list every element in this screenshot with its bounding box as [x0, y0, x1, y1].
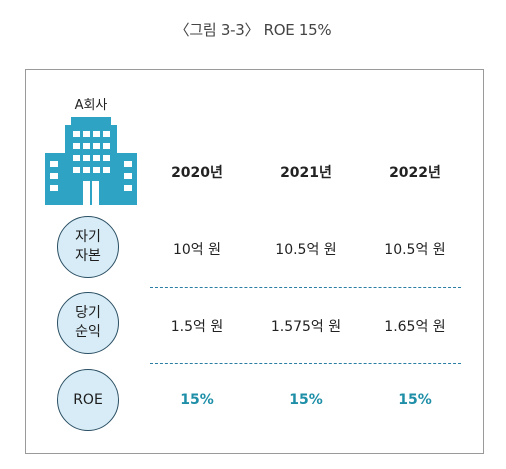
equity-2021: 10.5억 원	[275, 242, 337, 258]
roe-2020: 15%	[180, 392, 214, 408]
year-header-2022: 2022년	[389, 165, 441, 181]
row-label-equity: 자기 자본	[57, 216, 119, 278]
equity-2022: 10.5억 원	[384, 242, 446, 258]
equity-2020: 10억 원	[172, 242, 222, 258]
row-label-net-income: 당기 순익	[57, 292, 119, 354]
roe-2021: 15%	[289, 392, 323, 408]
company-label: A회사	[74, 98, 108, 113]
roe-2022: 15%	[398, 392, 432, 408]
net-income-2021: 1.575억 원	[270, 319, 342, 335]
row-label-line: 자기	[75, 229, 101, 245]
row-divider	[150, 287, 461, 288]
row-label-line: 순익	[75, 324, 101, 340]
year-header-2020: 2020년	[171, 165, 223, 181]
row-label-line: ROE	[73, 391, 103, 408]
roe-table-frame: A회사 2020년 2021년 2022년 자기	[25, 69, 484, 454]
row-label-line: 당기	[75, 305, 101, 321]
figure-title: 〈그림 3-3〉 ROE 15%	[174, 21, 332, 39]
row-label-line: 자본	[75, 248, 101, 264]
row-divider	[150, 363, 461, 364]
row-label-roe: ROE	[57, 369, 119, 431]
year-header-2021: 2021년	[280, 165, 332, 181]
net-income-2022: 1.65억 원	[384, 319, 446, 335]
office-building-icon	[45, 117, 137, 205]
net-income-2020: 1.5억 원	[170, 319, 224, 335]
